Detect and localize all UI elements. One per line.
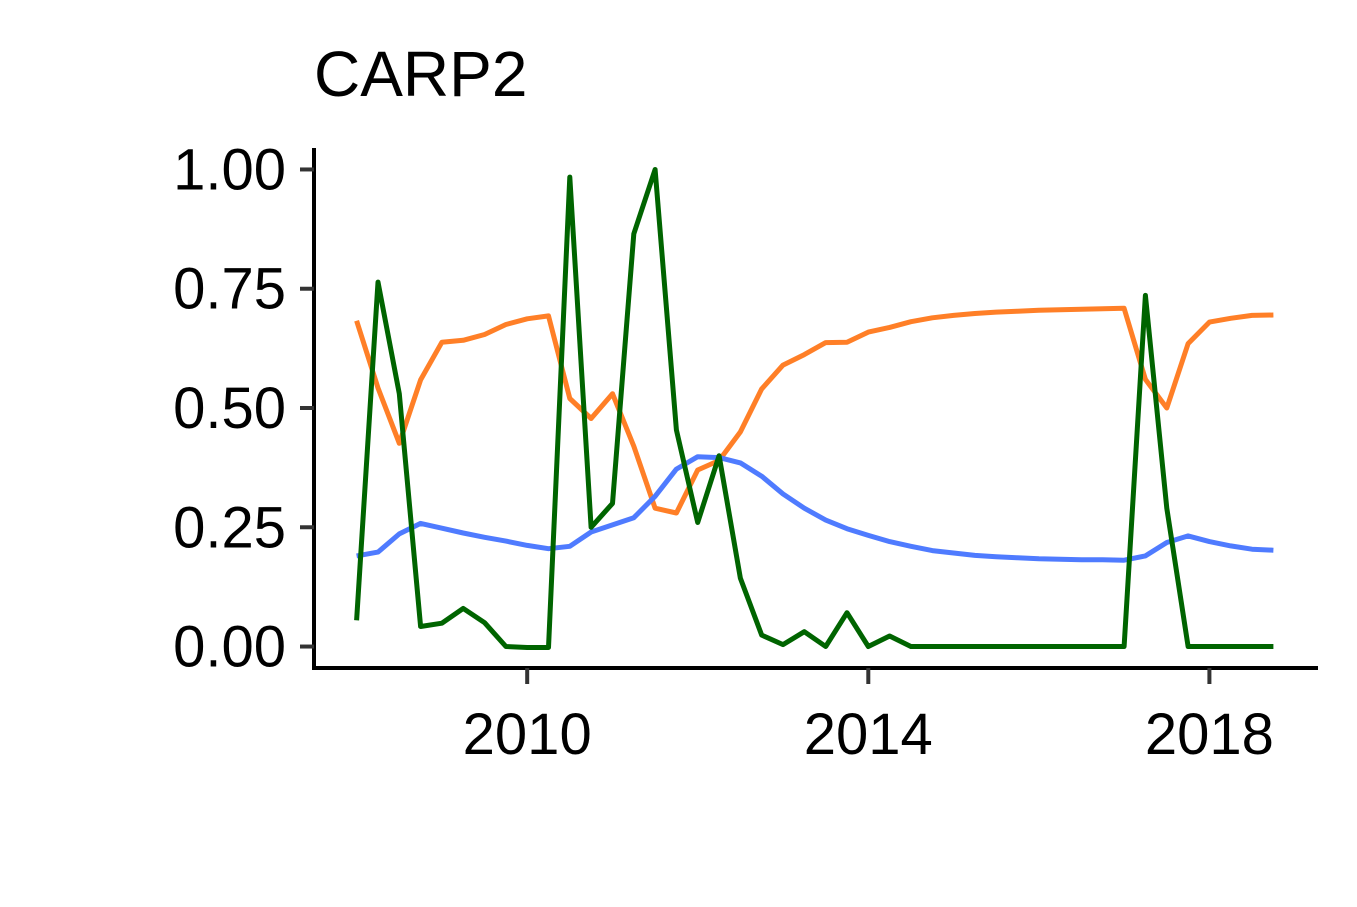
- y-tick-label: 1.00: [173, 137, 286, 202]
- x-tick-label: 2014: [804, 702, 933, 767]
- y-tick-label: 0.50: [173, 376, 286, 441]
- series-line-1: [354, 305, 1274, 516]
- y-tick-label: 0.75: [173, 257, 286, 322]
- y-tick-label: 0.00: [173, 615, 286, 680]
- x-axis: 2010 2014 2018: [463, 668, 1274, 767]
- series-layer: [354, 167, 1274, 650]
- y-axis: 0.00 0.25 0.50 0.75 1.00: [173, 137, 314, 680]
- series-line-2: [356, 454, 1274, 563]
- x-tick-label: 2010: [463, 702, 592, 767]
- x-tick-label: 2018: [1145, 702, 1274, 767]
- chart-title: CARP2: [314, 38, 527, 110]
- series-line-3: [354, 167, 1274, 650]
- y-tick-label: 0.25: [173, 495, 286, 560]
